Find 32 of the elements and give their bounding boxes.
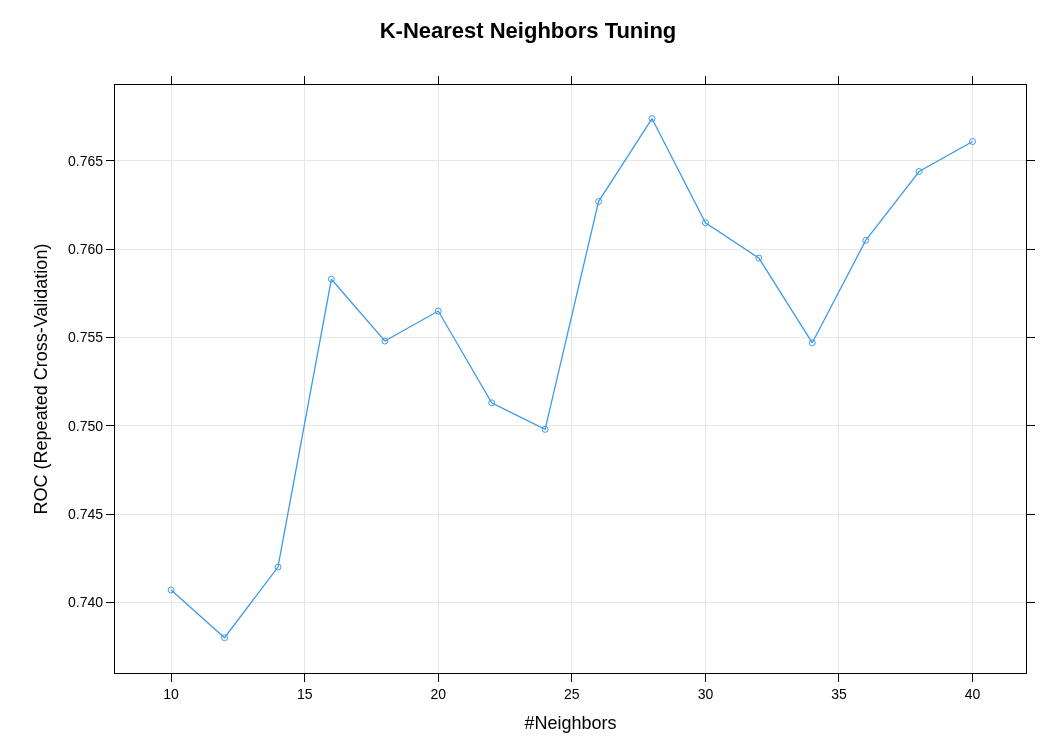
point (862, 236, 870, 244)
point (488, 399, 496, 407)
x-axis-title: #Neighbors (524, 713, 617, 734)
point (915, 168, 923, 176)
point (327, 275, 335, 283)
y-axis-title: ROC (Repeated Cross-Validation) (31, 243, 52, 515)
x-tick-label: 25 (564, 685, 580, 702)
x-tick-label: 35 (831, 685, 847, 702)
point (595, 198, 603, 206)
point (755, 254, 763, 262)
point (701, 219, 709, 227)
point (648, 115, 656, 123)
point (434, 307, 442, 315)
point (381, 337, 389, 345)
x-tick-label: 15 (296, 685, 313, 702)
y-tick-label: 0.750 (68, 417, 104, 434)
point (541, 425, 549, 433)
x-tick-label: 30 (697, 685, 714, 702)
point (167, 586, 175, 594)
x-tick-label: 40 (964, 685, 981, 702)
point (969, 138, 977, 145)
point (274, 563, 282, 571)
x-tick-label: 10 (163, 685, 180, 702)
y-tick-label: 0.755 (68, 329, 104, 346)
point (808, 339, 816, 347)
y-tick-label: 0.745 (68, 505, 104, 522)
point (221, 634, 229, 642)
y-tick-label: 0.760 (68, 241, 104, 258)
y-tick-label: 0.765 (68, 152, 104, 169)
chart-title: K-Nearest Neighbors Tuning (379, 17, 677, 43)
x-tick-label: 20 (430, 685, 447, 702)
y-tick-label: 0.740 (68, 594, 104, 611)
